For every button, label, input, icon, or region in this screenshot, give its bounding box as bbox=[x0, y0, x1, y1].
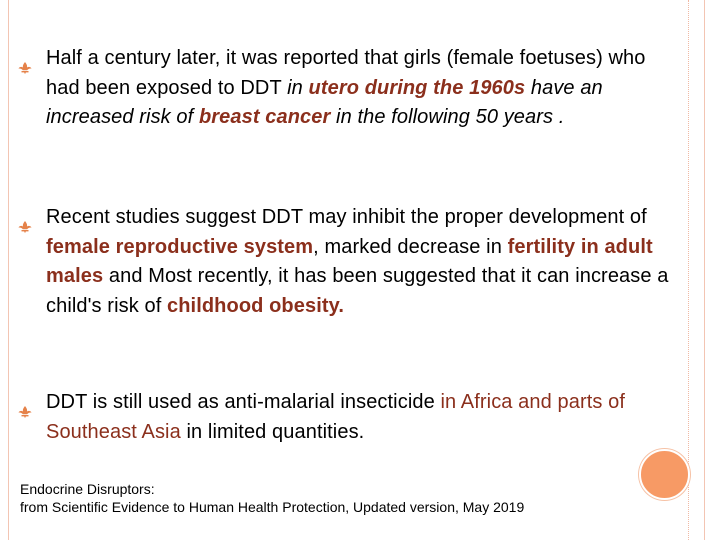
slide-content: Half a century later, it was reported th… bbox=[18, 0, 678, 540]
bullet-text-italic: in bbox=[287, 76, 309, 99]
citation-line-2: from Scientific Evidence to Human Health… bbox=[20, 499, 525, 515]
bullet-text-span: and Most recently, it has been suggested… bbox=[46, 265, 669, 317]
highlight-female-reproductive-system: female reproductive system bbox=[46, 235, 314, 258]
bullet-text-span: in limited quantities. bbox=[180, 420, 365, 443]
highlight-africa-asia: in Africa and parts of Southeast Asia bbox=[46, 391, 625, 443]
highlight-utero: utero during the 1960s bbox=[308, 76, 526, 99]
bullet-text-italic: have an increased risk of bbox=[46, 76, 603, 129]
slide-frame bbox=[8, 0, 705, 540]
bullet-text-span: DDT is still used as anti-malarial insec… bbox=[46, 391, 441, 413]
bullet-text-italic: in the following 50 years . bbox=[330, 106, 565, 128]
bullet-text-span: Recent studies suggest DDT may inhibit t… bbox=[46, 206, 647, 228]
bullet-text-span: , marked decrease in bbox=[313, 235, 508, 258]
bullet-text: Half a century later, it was reported th… bbox=[46, 44, 676, 133]
decorative-orange-circle bbox=[639, 449, 690, 500]
bullet-text-span: Half a century later, it was reported th… bbox=[46, 47, 646, 99]
bullet-text: Recent studies suggest DDT may inhibit t… bbox=[46, 203, 676, 321]
citation-line-1: Endocrine Disruptors: bbox=[20, 481, 155, 497]
highlight-breast-cancer: breast cancer bbox=[198, 106, 331, 128]
highlight-childhood-obesity: childhood obesity. bbox=[167, 294, 345, 317]
slide-rail-line bbox=[688, 0, 690, 540]
citation: Endocrine Disruptors: from Scientific Ev… bbox=[20, 480, 620, 516]
fleur-de-lis-icon bbox=[18, 54, 32, 74]
fleur-de-lis-icon bbox=[18, 398, 32, 418]
bullet-text: DDT is still used as anti-malarial insec… bbox=[46, 388, 676, 447]
fleur-de-lis-icon bbox=[18, 213, 32, 233]
highlight-fertility: fertility in adult males bbox=[46, 235, 653, 288]
